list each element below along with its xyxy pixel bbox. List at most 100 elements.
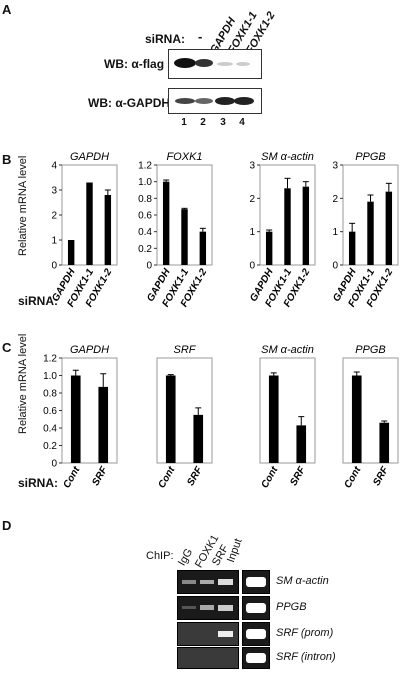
- chip-lane-input: Input: [225, 537, 245, 565]
- chart-7: PPGB Cont SRF: [342, 344, 399, 490]
- chart-1-bar: [162, 181, 170, 265]
- chip-input-row-4-band: [246, 653, 266, 663]
- chart-1-ytick-label: 0.2: [138, 244, 152, 255]
- chart-5: SRF Cont SRF: [156, 344, 213, 490]
- chip-gel-row-4: [177, 647, 239, 669]
- chart-6-category-label: SRF: [288, 464, 308, 488]
- panel-b-charts: GAPDH01234GAPDHFOXK1-1FOXK1-2FOXK100.20.…: [50, 151, 399, 309]
- chart-2-bar: [265, 231, 273, 265]
- wb-gapdh-label: WB: α-GAPDH: [88, 96, 171, 110]
- chip-gel-row-1: [177, 570, 239, 594]
- chart-3-ytick-label: 3: [332, 161, 338, 172]
- chip-lane-igg: IgG: [176, 546, 196, 568]
- panel-a-lane-number-2: 2: [200, 117, 206, 128]
- chart-1-bar: [181, 209, 188, 265]
- chart-6-frame: [259, 357, 316, 464]
- chart-5-frame: [156, 357, 213, 464]
- chip-row-4-label: SRF (intron): [276, 651, 336, 663]
- chart-0-bar: [86, 182, 93, 265]
- chart-6: SM α-actin Cont SRF: [259, 344, 316, 490]
- panel-letter-a: A: [2, 2, 12, 17]
- chart-4-bar: [70, 375, 81, 463]
- chart-3-ytick-label: 1: [332, 227, 338, 238]
- chip-label: ChIP:: [146, 550, 174, 562]
- chart-3-title: PPGB: [355, 151, 386, 163]
- chip-input-row-1: [242, 570, 270, 594]
- chart-2-ytick-label: 3: [249, 161, 255, 172]
- chip-input-row-3: [242, 622, 270, 646]
- chart-5-bar: [193, 414, 204, 463]
- chart-4-frame: [61, 357, 118, 464]
- wb-flag-blot: [168, 49, 262, 79]
- chart-1-ytick-label: 1.2: [138, 161, 152, 172]
- chart-7-title: PPGB: [355, 344, 386, 356]
- chip-input-row-2: [242, 596, 270, 620]
- chart-1-ytick-label: 1.0: [138, 177, 152, 188]
- chart-6-bar: [296, 425, 307, 463]
- chip-input-row-4: [242, 647, 270, 669]
- chart-6-category-label: Cont: [259, 464, 280, 490]
- chart-1-ytick-label: 0.8: [138, 194, 152, 205]
- panel-letter-d: D: [2, 518, 12, 533]
- panel-c-sirna-label: siRNA:: [18, 476, 59, 490]
- chart-4-category-label: SRF: [90, 464, 110, 488]
- chart-3-bar: [367, 201, 374, 265]
- chip-gel-row-3: [177, 622, 239, 646]
- chart-2-bar: [302, 186, 310, 265]
- chart-6-bar: [268, 375, 279, 463]
- panel-a-lane-number-1: 1: [181, 117, 187, 128]
- chip-input-row-2-band: [246, 603, 266, 613]
- panel-a-lane-number-3: 3: [220, 117, 226, 128]
- chart-4-ytick-label: 0.6: [43, 406, 57, 417]
- chart-4-ytick-label: 0.8: [43, 389, 57, 400]
- chart-5-category-label: SRF: [185, 464, 205, 488]
- wb-gapdh-bands: [175, 97, 254, 105]
- panel-letter-b: B: [2, 152, 12, 167]
- wb-flag-label: WB: α-flag: [104, 57, 165, 71]
- chart-4: GAPDH 0 0.2 0.4 0.6 0.8 1.0 1.2 Cont SRF: [43, 344, 118, 490]
- wb-flag-bands: [174, 58, 250, 68]
- chart-3-bar: [348, 231, 356, 265]
- chart-4-ytick-label: 1.2: [43, 354, 57, 365]
- chart-0-bar: [104, 195, 112, 265]
- chart-7-bar: [351, 375, 362, 463]
- chart-1-ytick-label: 0.6: [138, 211, 152, 222]
- panel-letter-c: C: [2, 340, 12, 355]
- chart-3-bar: [385, 191, 393, 265]
- chart-7-category-label: SRF: [371, 464, 391, 488]
- chip-gel-row-1-bands: [182, 579, 233, 585]
- chip-input-row-1-band: [246, 577, 266, 587]
- chart-4-ytick-label: 0.2: [43, 441, 57, 452]
- chip-row-2-label: PPGB: [276, 601, 307, 613]
- chart-0-ytick-label: 3: [51, 186, 57, 197]
- chart-4-bar: [98, 386, 109, 463]
- chart-2-bar: [284, 188, 291, 265]
- chip-input-row-3-band: [246, 629, 266, 639]
- panel-a-lane-number-4: 4: [239, 117, 245, 128]
- panel-b-sirna-label: siRNA:: [18, 294, 59, 308]
- chart-2-title: SM α-actin: [261, 151, 314, 163]
- chart-5-bar: [165, 375, 176, 463]
- chart-5-category-label: Cont: [156, 464, 177, 490]
- chart-3-ytick-label: 0: [332, 261, 338, 272]
- chart-2-ytick-label: 1: [249, 227, 255, 238]
- chart-1: FOXK100.20.40.60.81.01.2GAPDHFOXK1-1FOXK…: [138, 151, 213, 309]
- chart-0-bar: [67, 240, 75, 265]
- panel-a-lane-1-label: -: [198, 29, 203, 44]
- chip-row-1-label: SM α-actin: [276, 575, 329, 587]
- chart-6-title: SM α-actin: [261, 344, 314, 356]
- chart-0-ytick-label: 1: [51, 236, 57, 247]
- chart-4-ytick-label: 0: [51, 459, 57, 470]
- chart-7-frame: [342, 357, 399, 464]
- chart-0-ytick-label: 4: [51, 161, 57, 172]
- chart-1-ytick-label: 0: [146, 261, 152, 272]
- chip-gel-row-3-bands: [218, 631, 233, 637]
- chip-row-3-label: SRF (prom): [276, 627, 334, 639]
- chart-5-title: SRF: [174, 344, 197, 356]
- chip-gel-row-2: [177, 596, 239, 620]
- chart-2-ytick-label: 0: [249, 261, 255, 272]
